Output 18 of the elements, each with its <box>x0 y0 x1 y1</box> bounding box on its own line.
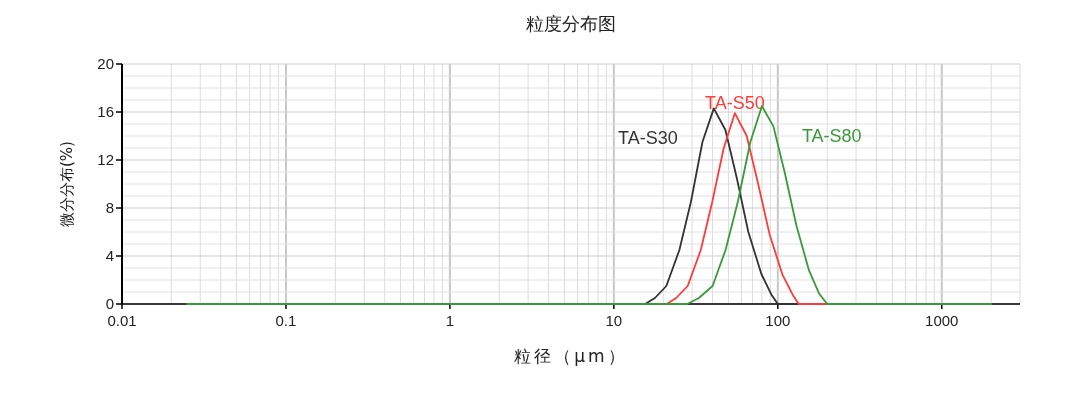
x-tick-label: 0.01 <box>107 312 137 329</box>
y-tick-label: 4 <box>105 247 114 264</box>
x-tick-label: 10 <box>605 312 623 329</box>
x-tick-label: 1000 <box>925 312 959 329</box>
x-axis-title: 粒径（μm） <box>514 346 628 366</box>
x-tick-label: 100 <box>765 312 791 329</box>
x-tick-label: 0.1 <box>275 312 297 329</box>
series-label: TA-S30 <box>618 128 678 149</box>
series-label: TA-S80 <box>801 126 862 146</box>
x-tick-label: 1 <box>445 312 455 329</box>
y-tick-label: 12 <box>97 151 114 168</box>
chart-title: 粒度分布图 <box>526 13 616 34</box>
series-label: TA-S50 <box>705 93 765 114</box>
y-tick-label: 0 <box>105 295 114 312</box>
y-tick-label: 16 <box>97 103 114 120</box>
y-axis-title: 微分分布(%) <box>58 141 76 227</box>
y-tick-label: 8 <box>105 199 114 216</box>
y-tick-label: 20 <box>97 55 114 72</box>
